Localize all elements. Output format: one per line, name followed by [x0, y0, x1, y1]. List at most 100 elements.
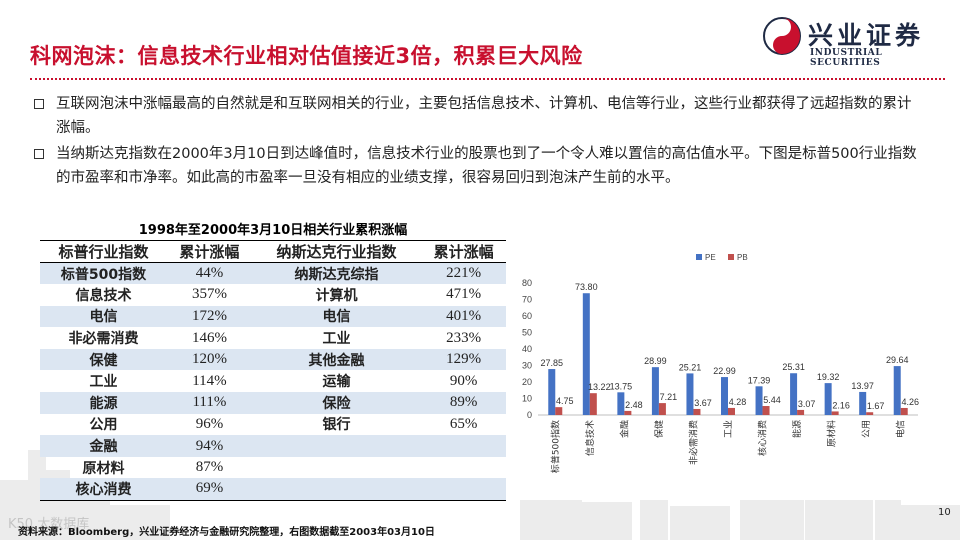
- data-label-pb: 7.21: [660, 392, 678, 402]
- category-label: 标普500指数: [549, 420, 561, 473]
- table-row: 核心消费 69%: [40, 478, 506, 501]
- sp-gain-cell: 87%: [195, 459, 224, 476]
- nasdaq-industry-cell: 运输: [322, 374, 351, 391]
- sp-industry-cell: 非必需消费: [68, 331, 139, 348]
- table-row: 保健 120% 其他金融 129%: [40, 348, 506, 371]
- y-tick-label: 80: [522, 278, 532, 288]
- table-row: 金融 94%: [40, 435, 506, 457]
- sp-gain-cell: 357%: [191, 286, 227, 303]
- nasdaq-gain-cell: [421, 478, 506, 501]
- sp-industry-cell: 金融: [40, 435, 168, 457]
- data-label-pe: 13.75: [610, 381, 633, 391]
- category-label: 信息技术: [584, 420, 596, 456]
- sp-gain-cell: 44%: [167, 262, 252, 285]
- nasdaq-industry-cell: 银行: [322, 417, 351, 434]
- data-label-pe: 13.97: [851, 381, 874, 391]
- bar-pe: [686, 373, 694, 415]
- category-label: 工业: [723, 420, 734, 438]
- bar-pb: [831, 411, 839, 415]
- bar-pe: [651, 367, 659, 415]
- square-bullet-icon: [34, 99, 44, 109]
- bar-pb: [728, 407, 735, 415]
- bullet-text: 互联网泡沫中涨幅最高的自然就是和互联网相关的行业，主要包括信息技术、计算机、电信…: [56, 96, 912, 136]
- y-tick-label: 10: [522, 394, 532, 404]
- y-tick-label: 70: [522, 295, 532, 305]
- table-title: 1998年至2000年3月10日相关行业累积涨幅: [138, 223, 408, 238]
- data-label-pb: 13.22: [588, 382, 611, 392]
- nasdaq-gain-cell: 471%: [446, 286, 482, 303]
- slide-title: 科网泡沫：信息技术行业相对估值接近3倍，积累巨大风险: [30, 44, 583, 68]
- data-label-pb: 2.16: [832, 400, 850, 410]
- nasdaq-gain-cell: 65%: [449, 415, 478, 432]
- sp-gain-cell: 69%: [167, 478, 252, 501]
- nasdaq-industry-cell: 保险: [251, 392, 422, 414]
- table-row: 工业 114% 运输 90%: [40, 370, 506, 392]
- category-label: 原材料: [826, 420, 838, 447]
- category-label: 电信: [895, 420, 907, 438]
- pe-pb-bar-chart: PE PB 0 10 20 30 40 50 60 70 80 27.85 4.75 标普500指数 73.…: [510, 245, 930, 500]
- sp-industry-cell: 信息技术: [75, 287, 132, 304]
- data-label-pe: 27.85: [541, 358, 564, 368]
- table-row: 原材料 87%: [40, 457, 506, 479]
- table-row: 电信 172% 电信 401%: [40, 305, 506, 328]
- y-tick-label: 0: [527, 410, 532, 420]
- bar-pb: [589, 393, 597, 415]
- y-tick-label: 40: [522, 344, 532, 354]
- data-label-pb: 4.26: [901, 397, 919, 407]
- bar-pb: [762, 406, 770, 415]
- bar-pb: [658, 403, 666, 415]
- table-header-row: 标普行业指数 累计涨幅 纳斯达克行业指数 累计涨幅: [40, 240, 506, 263]
- bullet-text: 当纳斯达克指数在2000年3月10日到达峰值时，信息技术行业的股票也到了一个令人…: [56, 146, 917, 186]
- y-tick-label: 60: [522, 311, 532, 321]
- nasdaq-industry-cell: 工业: [322, 331, 351, 348]
- nasdaq-gain-cell: 89%: [421, 392, 506, 414]
- data-label-pb: 4.28: [729, 397, 747, 407]
- legend-label: PE: [705, 253, 716, 262]
- sp-gain-cell: 172%: [167, 305, 252, 328]
- table-row: 公用 96% 银行 65%: [40, 414, 506, 436]
- sp-industry-cell: 保健: [40, 348, 168, 371]
- sp-industry-cell: 工业: [89, 374, 118, 391]
- table-row: 信息技术 357% 计算机 471%: [40, 284, 506, 306]
- bar-pe: [790, 373, 798, 415]
- category-label: 金融: [618, 420, 630, 438]
- nasdaq-industry-cell: 纳斯达克综指: [251, 262, 422, 285]
- sp-industry-cell: 公用: [89, 417, 118, 434]
- category-label: 保健: [653, 420, 665, 438]
- nasdaq-industry-cell: 计算机: [315, 287, 358, 304]
- bar-pe: [582, 293, 590, 415]
- nasdaq-gain-cell: [421, 435, 506, 457]
- bullet-item: 当纳斯达克指数在2000年3月10日到达峰值时，信息技术行业的股票也到了一个令人…: [34, 142, 924, 190]
- data-label-pb: 3.07: [798, 399, 816, 409]
- data-label-pb: 4.75: [556, 396, 574, 406]
- category-label: 非必需消费: [687, 420, 699, 465]
- data-label-pe: 29.64: [886, 355, 909, 365]
- bar-pb: [866, 412, 874, 415]
- watermark-text: K50 大数据库: [8, 517, 90, 532]
- data-label-pb: 2.48: [625, 400, 643, 410]
- data-label-pe: 25.21: [679, 362, 702, 372]
- table-row: 能源 111% 保险 89%: [40, 392, 506, 414]
- sp-gain-cell: 96%: [195, 415, 224, 432]
- bar-pe: [859, 391, 867, 415]
- bar-pe: [721, 377, 728, 415]
- sp-industry-cell: 标普500指数: [40, 262, 168, 285]
- data-label-pe: 73.80: [575, 282, 598, 292]
- logo-english-name: INDUSTRIAL SECURITIES: [810, 48, 883, 68]
- sp-gain-cell: 146%: [191, 329, 227, 346]
- company-logo: 兴业证券 INDUSTRIAL SECURITIES: [762, 14, 952, 68]
- legend-swatch: [728, 254, 734, 260]
- table-row: 非必需消费 146% 工业 233%: [40, 327, 506, 349]
- y-tick-label: 30: [522, 361, 532, 371]
- nasdaq-industry-cell: [252, 457, 421, 479]
- bar-pb: [693, 408, 701, 415]
- bar-pe: [548, 369, 556, 415]
- y-tick-label: 50: [522, 328, 532, 338]
- category-label: 公用: [861, 420, 872, 438]
- header-nasdaq-industry: 纳斯达克行业指数: [251, 240, 422, 263]
- table-row: 标普500指数 44% 纳斯达克综指 221%: [40, 262, 506, 285]
- data-label-pe: 22.99: [713, 366, 736, 376]
- bar-pb: [797, 409, 805, 415]
- header-sp-industry: 标普行业指数: [40, 240, 168, 263]
- data-label-pe: 17.39: [748, 375, 771, 385]
